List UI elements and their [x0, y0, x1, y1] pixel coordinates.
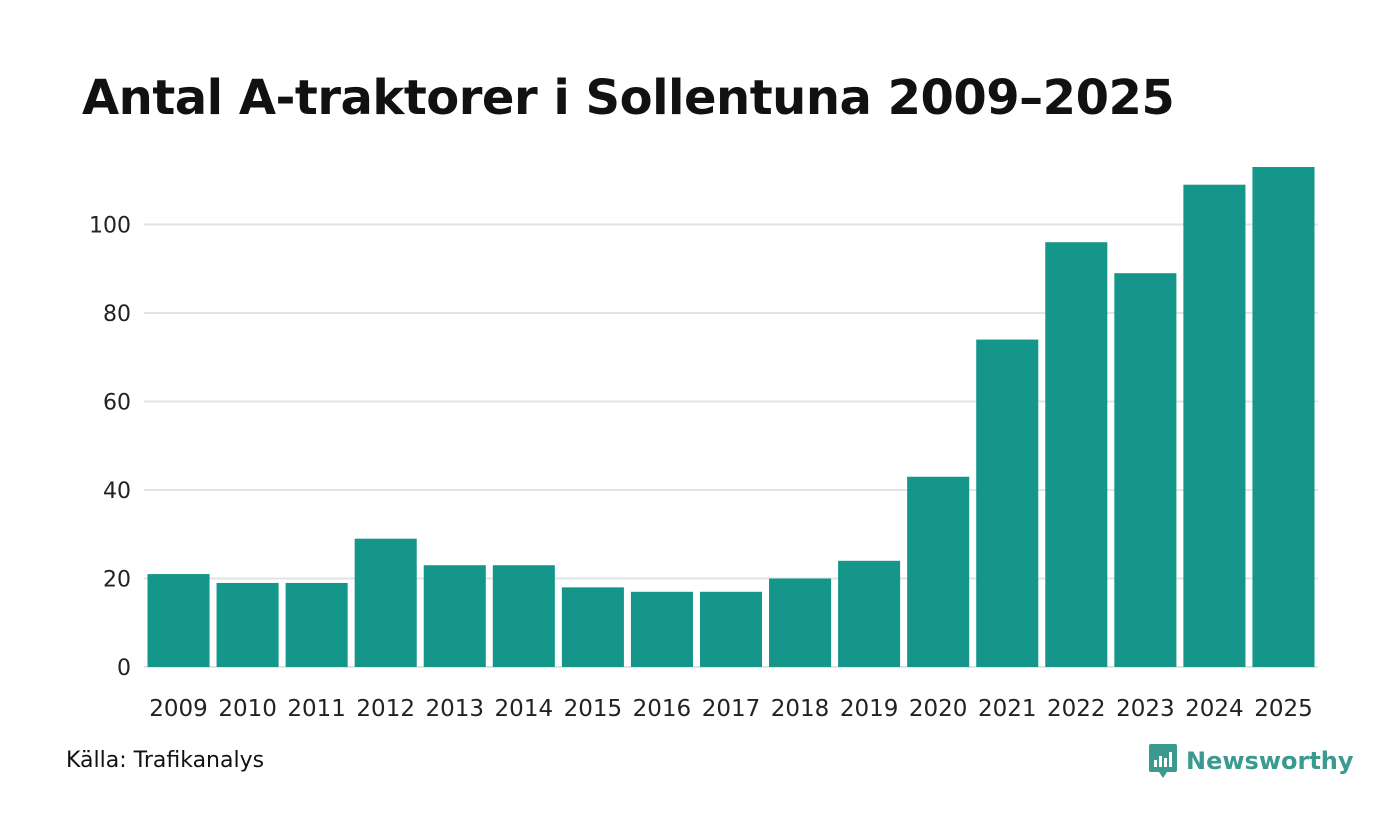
x-tick-label: 2024 [1185, 696, 1244, 722]
x-tick-label: 2021 [978, 696, 1037, 722]
bar-2018 [769, 578, 832, 667]
bar-2014 [492, 565, 555, 667]
bar-2020 [907, 476, 970, 667]
y-tick-label: 80 [103, 302, 131, 327]
x-tick-label: 2015 [564, 696, 623, 722]
x-tick-label: 2012 [356, 696, 415, 722]
y-tick-label: 100 [89, 214, 131, 239]
brand-name: Newsworthy [1186, 747, 1354, 775]
bar-2025 [1252, 167, 1315, 667]
x-tick-label: 2019 [840, 696, 899, 722]
y-tick-label: 0 [117, 656, 131, 681]
x-tick-label: 2014 [495, 696, 554, 722]
bar-2017 [699, 591, 763, 667]
brand-logo: Newsworthy [1148, 743, 1354, 779]
bar-2019 [838, 560, 901, 667]
bars [147, 167, 1315, 668]
bar-2016 [630, 591, 693, 667]
bar-2021 [976, 339, 1039, 667]
y-tick-label: 40 [103, 479, 131, 504]
x-tick-label: 2023 [1116, 696, 1175, 722]
x-tick-label: 2020 [909, 696, 968, 722]
y-tick-label: 20 [103, 568, 131, 593]
x-tick-label: 2018 [771, 696, 830, 722]
bar-2022 [1045, 242, 1108, 667]
bar-2023 [1114, 273, 1177, 667]
bar-2009 [147, 574, 210, 667]
bar-2010 [216, 582, 279, 667]
source-note: Källa: Trafikanalys [66, 748, 265, 773]
bar-2013 [423, 565, 486, 667]
x-tick-label: 2022 [1047, 696, 1106, 722]
bar-2024 [1183, 184, 1246, 668]
bar-2011 [285, 582, 348, 667]
x-tick-label: 2011 [287, 696, 346, 722]
y-axis-ticks: 0 20 40 60 80 100 [89, 214, 131, 681]
bar-2015 [561, 587, 624, 667]
y-tick-label: 60 [103, 391, 131, 416]
x-tick-label: 2017 [702, 696, 761, 722]
x-tick-label: 2010 [218, 696, 277, 722]
x-tick-label: 2009 [149, 696, 208, 722]
bar-2012 [354, 538, 417, 667]
newsworthy-icon [1149, 744, 1177, 778]
x-tick-label: 2016 [633, 696, 692, 722]
x-tick-label: 2025 [1254, 696, 1313, 722]
x-axis-ticks: 2009 2010 2011 2012 2013 2014 2015 2016 2017 2018… [149, 696, 1312, 722]
x-tick-label: 2013 [425, 696, 484, 722]
chart-title: Antal A-traktorer i Sollentuna 2009–2025 [82, 70, 1175, 126]
